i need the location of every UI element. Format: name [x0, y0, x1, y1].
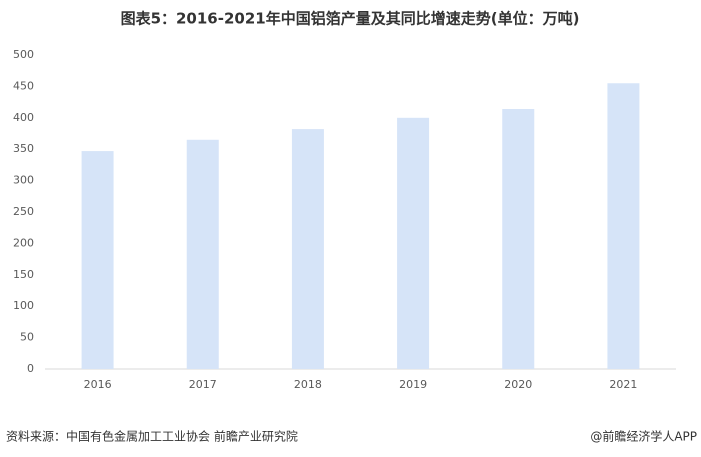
x-tick-label: 2020 [504, 378, 532, 391]
bar [291, 129, 324, 369]
x-tick-label: 2021 [609, 378, 637, 391]
x-tick-label: 2019 [399, 378, 427, 391]
y-tick-label: 250 [13, 205, 34, 218]
y-tick-label: 200 [13, 236, 34, 249]
y-tick-label: 350 [13, 142, 34, 155]
bar [186, 139, 219, 369]
bar [81, 151, 114, 369]
y-tick-label: 450 [13, 79, 34, 92]
y-tick-label: 50 [20, 331, 34, 344]
y-tick-label: 400 [13, 111, 34, 124]
chart-title: 图表5：2016-2021年中国铝箔产量及其同比增速走势(单位：万吨) [121, 10, 580, 28]
x-tick-label: 2016 [84, 378, 112, 391]
bar [607, 83, 640, 369]
x-tick-label: 2018 [294, 378, 322, 391]
bar [397, 117, 430, 369]
y-tick-label: 300 [13, 174, 34, 187]
credit: @前瞻经济学人APP [590, 429, 697, 444]
source: 资料来源：中国有色金属加工工业协会 前瞻产业研究院 [6, 429, 298, 444]
y-tick-label: 100 [13, 299, 34, 312]
bar [502, 109, 535, 370]
x-tick-label: 2017 [189, 378, 217, 391]
y-tick-label: 150 [13, 268, 34, 281]
y-tick-label: 500 [13, 48, 34, 61]
y-tick-label: 0 [27, 362, 34, 375]
